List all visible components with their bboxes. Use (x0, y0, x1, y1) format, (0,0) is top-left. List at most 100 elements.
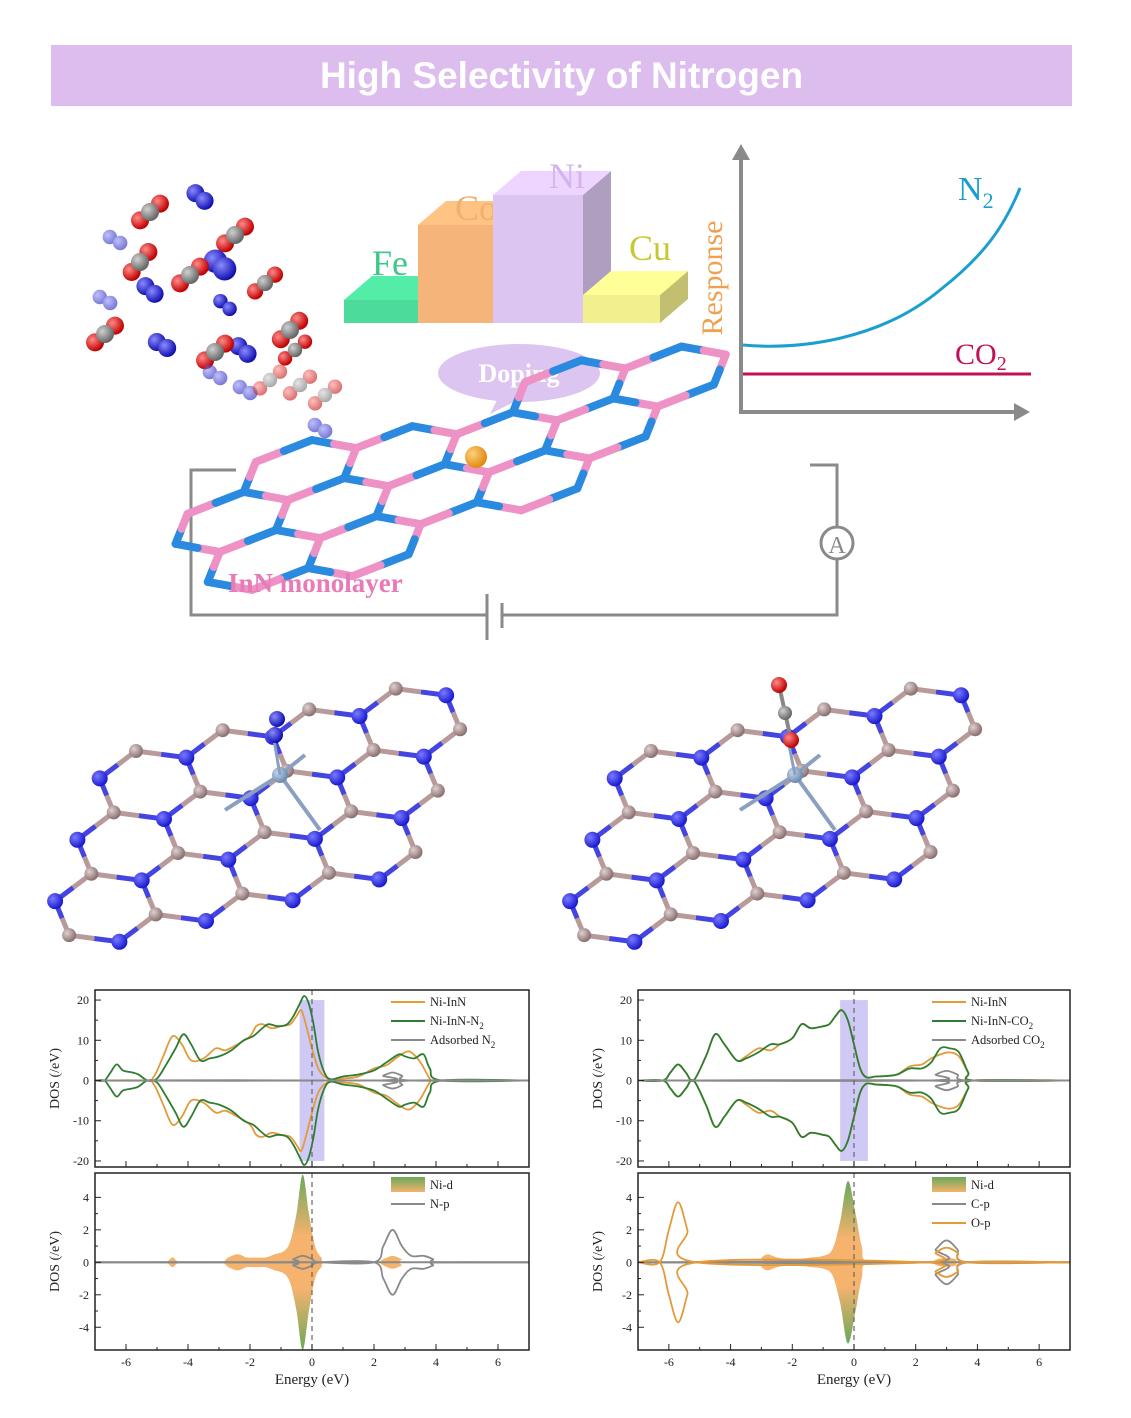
n-atom (351, 708, 368, 725)
inn-monolayer-model (171, 342, 730, 594)
in-atom (302, 702, 317, 717)
in-atom (686, 846, 700, 860)
n2-molecule (307, 417, 333, 439)
circuit-wire-left (189, 468, 487, 617)
c-atom (226, 226, 244, 244)
o-atom (327, 379, 343, 394)
n-atom (92, 289, 108, 305)
n-atom (953, 687, 970, 704)
n-atom (799, 892, 816, 909)
n-atom (232, 379, 248, 395)
c-atom (778, 706, 792, 720)
bond-segment (312, 474, 349, 494)
in-atom (881, 743, 896, 758)
bond-segment (581, 394, 618, 414)
co2-molecule (216, 217, 254, 253)
n-atom (393, 810, 410, 827)
bar-front (344, 300, 418, 323)
bond-segment (310, 534, 325, 558)
co2-molecule (282, 369, 318, 401)
dopant-label: Ni (549, 156, 585, 196)
bond-segment (484, 457, 522, 477)
n-atom (102, 295, 118, 311)
y-tick-label: 4 (626, 1190, 632, 1204)
legend-text: Ni-InN-N (430, 1014, 479, 1028)
n2-response-curve (742, 187, 1022, 348)
y-arrow-icon (732, 144, 750, 160)
plot-area (95, 1174, 529, 1350)
in-atom (859, 804, 874, 819)
ni-bond (793, 773, 837, 832)
bond-segment (545, 484, 582, 504)
legend-text: Ni-InN (971, 995, 1007, 1009)
legend-subscript: 2 (491, 1040, 496, 1050)
bond-segment (553, 405, 590, 425)
dopant-label: Cu (629, 228, 671, 268)
in-atom (708, 784, 723, 799)
n-atom (584, 831, 601, 848)
bar-top (583, 271, 688, 295)
in-atom (193, 784, 208, 799)
series-adsorbed-n-spin-down (95, 1079, 529, 1090)
series-n-p-spin-down (95, 1260, 529, 1296)
y-tick-label: -4 (622, 1320, 632, 1334)
bond-segment (344, 512, 381, 532)
legend-label: O-p (971, 1216, 990, 1230)
in-atom (171, 846, 185, 860)
response-axis-label: Response (696, 221, 729, 336)
x-tick-label: 6 (495, 1355, 501, 1369)
n2-molecule (202, 364, 228, 386)
co2-molecule (196, 334, 234, 370)
gas-molecule-cluster (86, 184, 343, 439)
dopant-label: Co (455, 188, 497, 228)
in-atom (730, 723, 745, 738)
in-atom (321, 865, 336, 880)
in-atom (750, 886, 765, 901)
n-atom (821, 830, 838, 847)
series-o-p-spin-up (638, 1201, 1070, 1267)
in-atom (577, 928, 592, 943)
in-atom (148, 907, 163, 922)
bond-segment (279, 436, 316, 455)
x-arrow-icon (1014, 403, 1030, 421)
bond-segment (653, 391, 690, 411)
in-atom (215, 723, 230, 738)
x-tick-label: 4 (433, 1355, 439, 1369)
legend-label: Adsorbed CO2 (971, 1033, 1045, 1050)
n-atom (886, 871, 903, 888)
plot-area (95, 995, 529, 1166)
legend-label: Ni-d (971, 1178, 995, 1192)
legend-label: Ni-InN (430, 995, 466, 1009)
y-tick-label: 10 (77, 1033, 89, 1047)
bond-segment (472, 498, 504, 511)
bond-segment (404, 535, 419, 559)
o-atom (307, 396, 323, 411)
bond-segment (284, 485, 321, 504)
series-n-p-spin-up (95, 1228, 529, 1265)
x-tick-label: -6 (121, 1355, 131, 1369)
c-atom (292, 377, 308, 393)
n2-molecule (229, 337, 257, 363)
bond-segment (276, 564, 313, 584)
series-ni-inn-co-spin-up (638, 1009, 1070, 1083)
doping-bubble: Doping (438, 344, 600, 414)
in-atom (817, 702, 832, 717)
y-tick-label: -20 (616, 1154, 632, 1168)
x-tick-label: 4 (974, 1355, 980, 1369)
n-atom (220, 851, 237, 868)
in-atom (923, 845, 938, 860)
n-atom (648, 872, 665, 889)
y-tick-label: 0 (626, 1255, 632, 1269)
series-adsorbed-co-spin-down (638, 1079, 1070, 1092)
o-atom (783, 732, 799, 748)
c-atom (131, 253, 149, 271)
n2-molecule (147, 333, 177, 357)
n2-molecule (92, 289, 118, 311)
co2-molecule (277, 334, 313, 366)
x-tick-label: 2 (371, 1355, 377, 1369)
title-banner: High Selectivity of Nitrogen (51, 45, 1072, 106)
n-atom (133, 872, 150, 889)
